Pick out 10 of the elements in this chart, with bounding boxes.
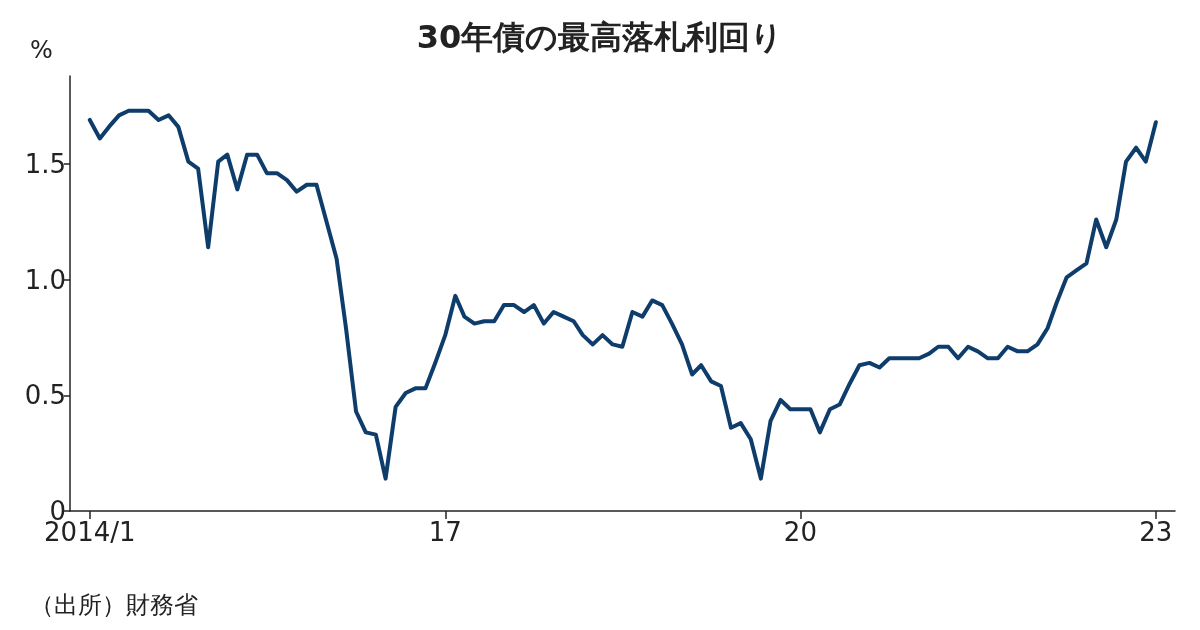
- y-tick-label: 1.5: [24, 148, 66, 179]
- x-tick-label: 23: [1139, 517, 1173, 547]
- chart-title: 30年債の最高落札利回り: [416, 18, 784, 56]
- y-axis-title: %: [30, 36, 53, 64]
- x-tick-label: 17: [428, 517, 462, 547]
- line-series: [87, 108, 1158, 481]
- text: （出所）財務省: [30, 591, 198, 619]
- x-tick-label: 20: [783, 517, 817, 547]
- y-tick-label: 0.5: [24, 380, 66, 411]
- y-tick-label: 1.0: [24, 264, 66, 295]
